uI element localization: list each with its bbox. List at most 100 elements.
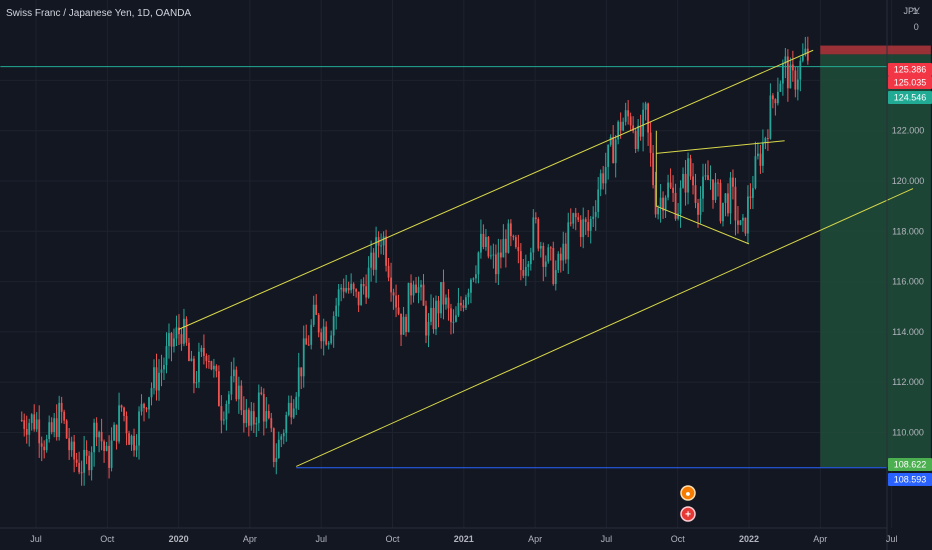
candle-body bbox=[90, 452, 93, 471]
candle-body bbox=[677, 213, 679, 219]
wedge-lower bbox=[656, 205, 750, 245]
candle-body bbox=[512, 236, 515, 238]
candle-body bbox=[217, 371, 220, 407]
candle-body bbox=[335, 305, 338, 317]
candle-body bbox=[372, 252, 375, 270]
channel-upper bbox=[178, 49, 814, 330]
candle-body bbox=[499, 252, 502, 258]
candle-body bbox=[629, 116, 632, 126]
candle-body bbox=[208, 360, 210, 362]
currency-top-value: 1. bbox=[912, 6, 920, 16]
candle-body bbox=[365, 286, 368, 298]
candle-body bbox=[759, 153, 762, 166]
time-tick-label: Jul bbox=[315, 534, 327, 544]
candle-body bbox=[123, 407, 125, 416]
candle-body bbox=[769, 95, 772, 139]
candle-body bbox=[572, 213, 575, 224]
candle-body bbox=[659, 197, 662, 209]
candle-body bbox=[85, 449, 88, 456]
candle-body bbox=[317, 314, 320, 333]
candle-body bbox=[579, 219, 582, 238]
candle-body bbox=[230, 376, 233, 395]
candle-body bbox=[380, 245, 382, 247]
candle-body bbox=[712, 179, 714, 201]
candle-body bbox=[779, 83, 782, 92]
candle-body bbox=[93, 422, 96, 453]
price-tick-label: 120.000 bbox=[892, 176, 925, 186]
candle-body bbox=[554, 270, 557, 284]
candle-body bbox=[754, 156, 757, 189]
candle-body bbox=[310, 324, 313, 345]
take-profit-zone bbox=[820, 54, 931, 468]
candle-body bbox=[205, 355, 208, 361]
candle-body bbox=[732, 177, 734, 187]
dividend-icon-circle bbox=[680, 506, 696, 522]
candle-body bbox=[390, 277, 392, 293]
candle-body bbox=[637, 125, 640, 149]
candle-body bbox=[100, 431, 103, 442]
candle-body bbox=[742, 217, 744, 221]
candle-body bbox=[400, 313, 402, 335]
candle-body bbox=[445, 297, 447, 305]
time-tick-label: Jul bbox=[30, 534, 42, 544]
candle-body bbox=[170, 333, 173, 347]
candle-body bbox=[290, 402, 293, 418]
candle-body bbox=[584, 219, 587, 223]
candle-body bbox=[737, 220, 739, 225]
candle-body bbox=[682, 173, 684, 188]
candle-body bbox=[135, 445, 138, 451]
candle-body bbox=[734, 186, 737, 221]
candle-body bbox=[482, 233, 485, 247]
candle-body bbox=[188, 342, 190, 361]
dividend-icon[interactable]: + bbox=[680, 506, 696, 522]
candle-body bbox=[420, 284, 422, 288]
candle-body bbox=[604, 166, 607, 184]
candle-body bbox=[432, 307, 435, 330]
candle-body bbox=[80, 472, 83, 474]
trendlines bbox=[178, 49, 914, 467]
candle-body bbox=[527, 264, 530, 267]
candle-body bbox=[467, 292, 470, 298]
price-tag-label: 125.386 bbox=[894, 65, 927, 75]
candle-body bbox=[747, 196, 749, 234]
candle-body bbox=[799, 60, 802, 80]
candle-body bbox=[609, 136, 612, 145]
candle-body bbox=[430, 307, 432, 322]
candle-body bbox=[794, 70, 797, 90]
candle-body bbox=[497, 252, 500, 275]
candle-body bbox=[699, 198, 702, 215]
currency-indicator[interactable]: 1. JPY 0 bbox=[903, 6, 920, 32]
candle-body bbox=[282, 432, 285, 437]
candle-body bbox=[55, 418, 58, 437]
candle-body bbox=[95, 422, 98, 438]
candle-body bbox=[587, 222, 590, 231]
candle-body bbox=[73, 441, 76, 460]
time-tick-label: Apr bbox=[813, 534, 827, 544]
candle-body bbox=[542, 245, 545, 267]
candle-body bbox=[285, 414, 288, 433]
candle-body bbox=[165, 346, 168, 366]
time-tick-label: Apr bbox=[243, 534, 257, 544]
candle-body bbox=[582, 219, 585, 238]
candle-body bbox=[195, 382, 198, 384]
candle-body bbox=[68, 438, 71, 451]
candle-body bbox=[225, 404, 228, 420]
candle-body bbox=[397, 307, 400, 314]
candle-body bbox=[48, 422, 51, 440]
candle-body bbox=[757, 153, 759, 157]
candle-body bbox=[392, 292, 395, 296]
candle-body bbox=[143, 403, 145, 409]
price-tag-label: 124.546 bbox=[894, 93, 927, 103]
candle-body bbox=[450, 308, 452, 323]
candle-body bbox=[300, 367, 303, 377]
earnings-icon[interactable]: ● bbox=[680, 485, 696, 501]
candle-body bbox=[764, 137, 767, 143]
candle-body bbox=[342, 287, 345, 292]
candle-body bbox=[292, 408, 295, 418]
candle-body bbox=[175, 327, 178, 339]
candle-body bbox=[552, 248, 555, 284]
candle-body bbox=[287, 402, 290, 415]
candle-body bbox=[522, 270, 525, 276]
candle-body bbox=[210, 361, 213, 370]
